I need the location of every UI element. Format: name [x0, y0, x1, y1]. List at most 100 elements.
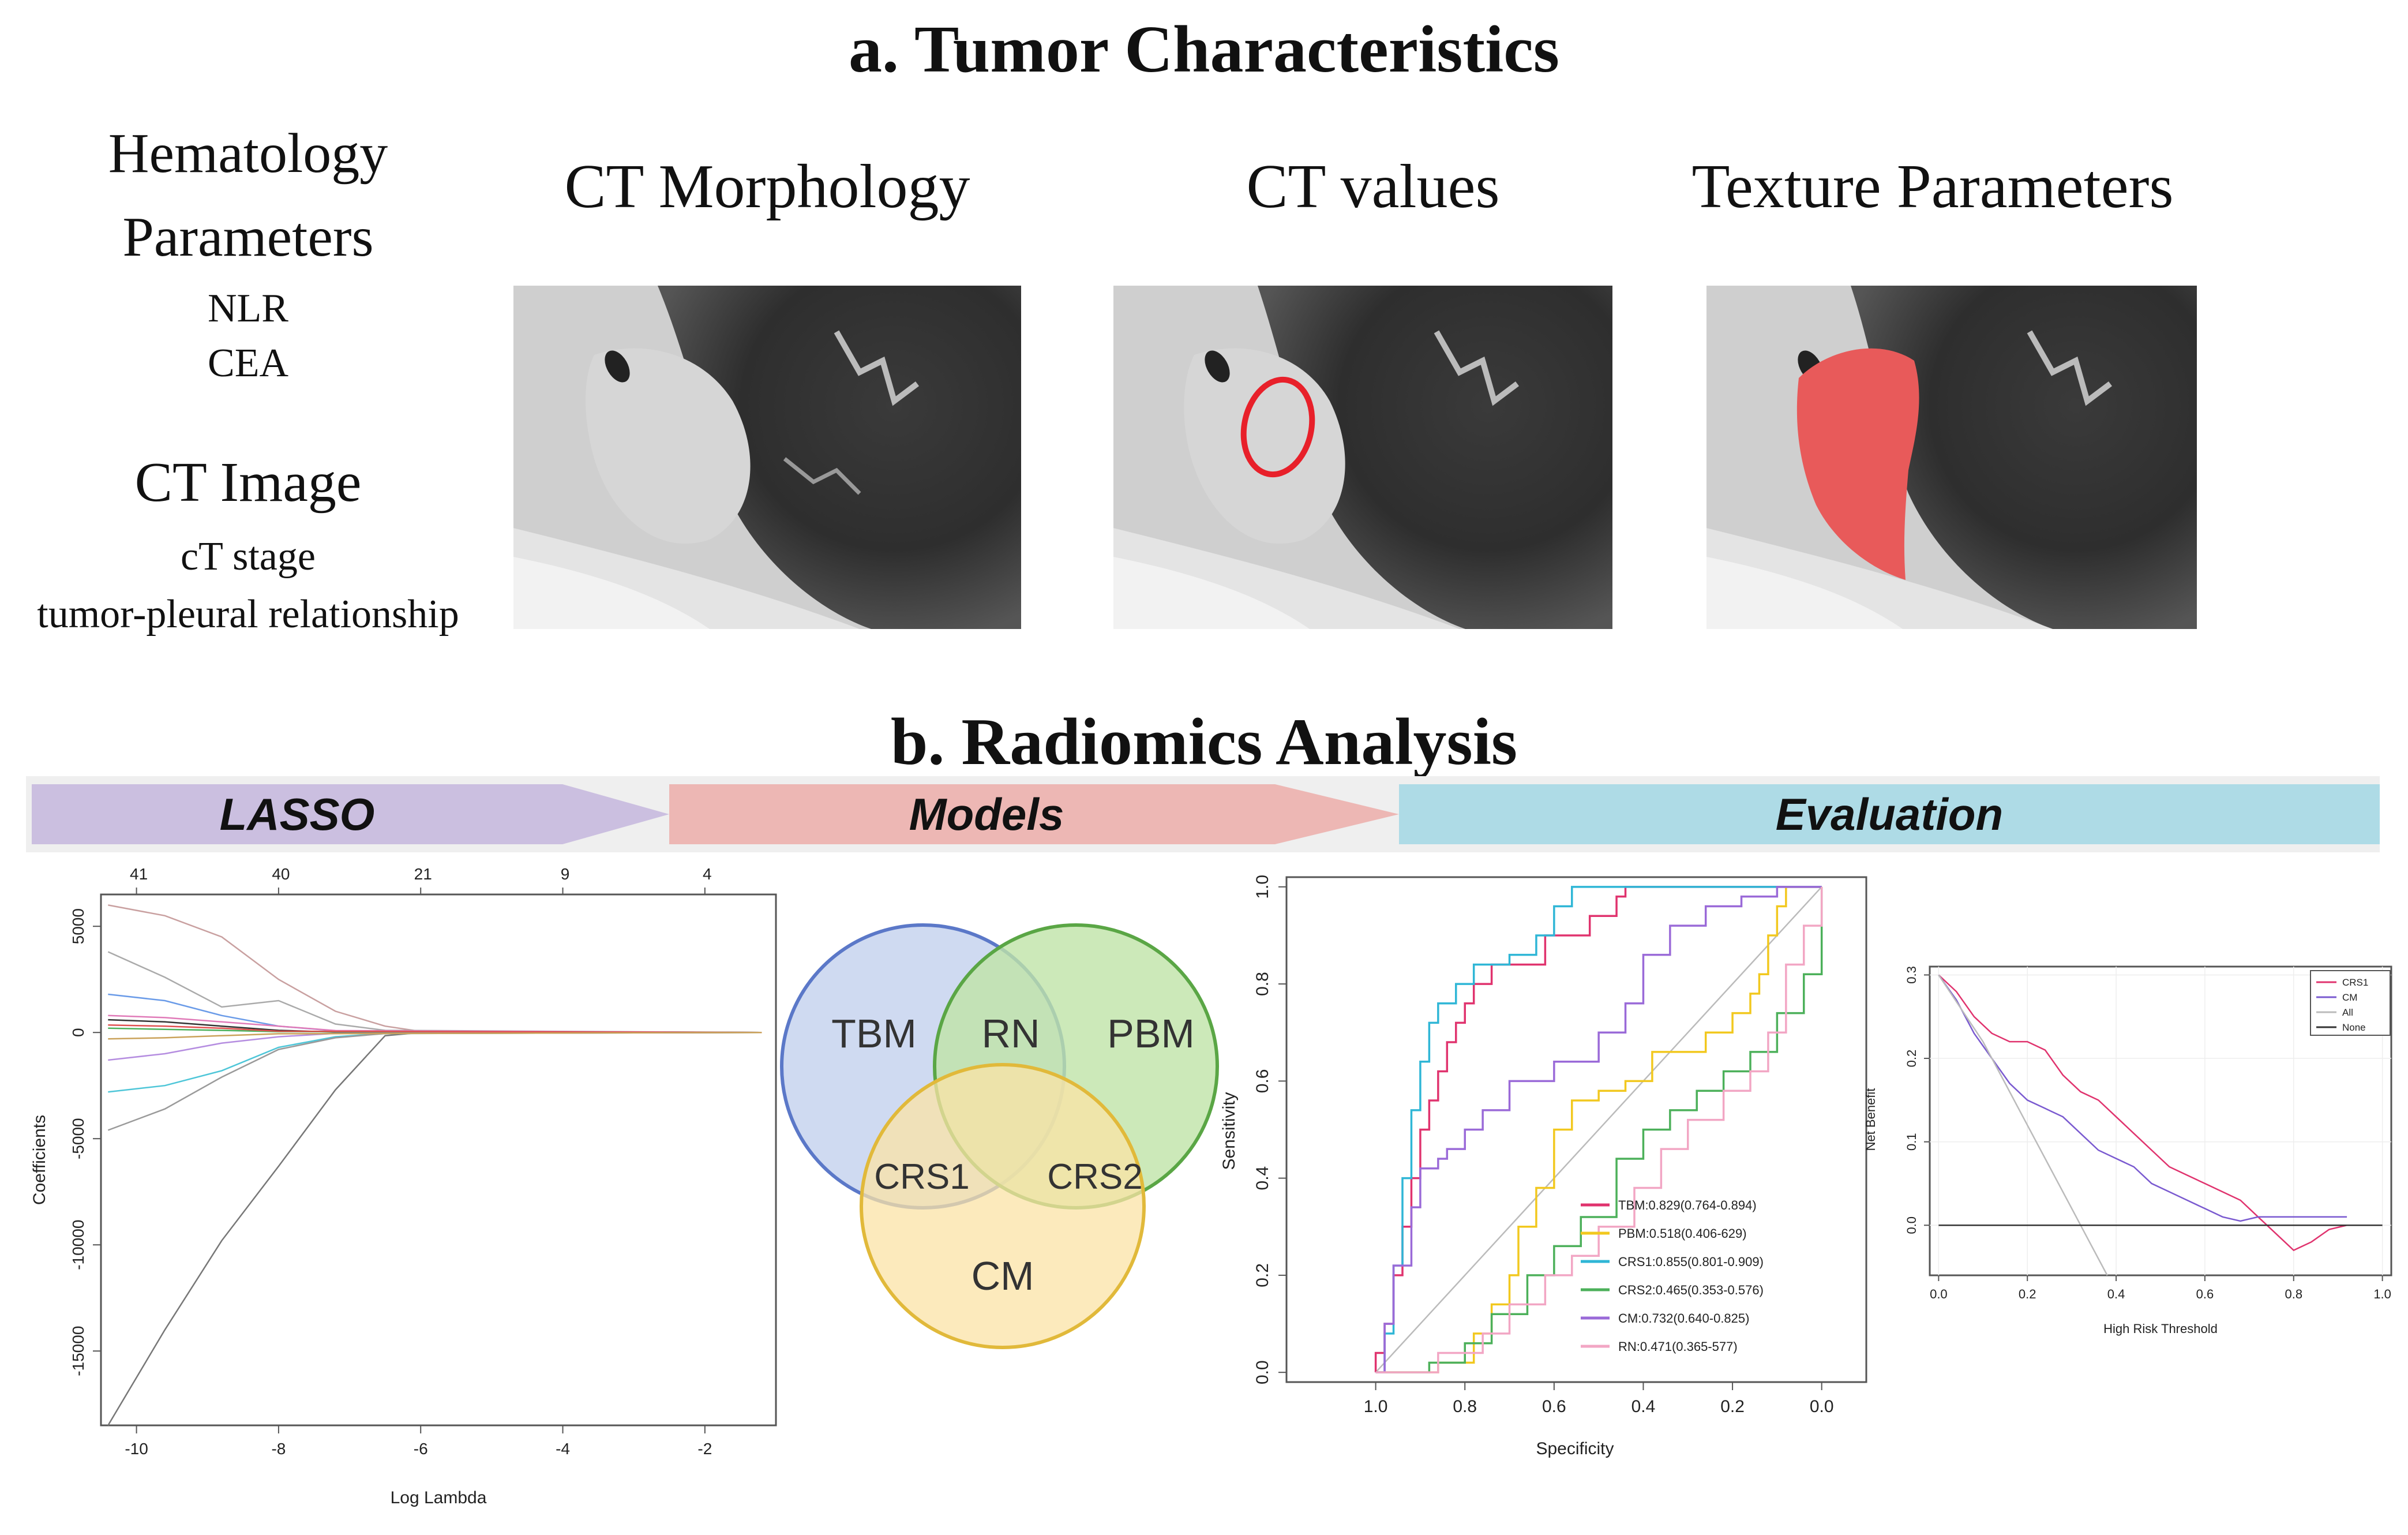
lasso-path-line-0 — [107, 1031, 762, 1426]
section-b-title: b. Radiomics Analysis — [890, 705, 1518, 779]
dca-x-tick-label: 0.6 — [2196, 1287, 2214, 1301]
phase-label-evaluation: Evaluation — [1775, 789, 2004, 840]
ct-scan-texture — [1706, 286, 2197, 632]
ct-scan-ct-values — [1113, 286, 1612, 632]
dca-y-tick-label: 0.2 — [1904, 1050, 1919, 1068]
dca-x-tick-label: 0.2 — [2019, 1287, 2036, 1301]
lasso-top-tick-label: 21 — [414, 865, 432, 883]
roc-legend-label: CRS2:0.465(0.353-0.576) — [1618, 1283, 1764, 1297]
panel-title-texture: Texture Parameters — [1691, 152, 2174, 221]
roc-plot: 1.0 0.8 0.6 0.4 0.2 0.0 0.0 0.2 0.4 0.6 0.8 1.0 TBM… — [1211, 866, 1881, 1480]
ct-image-item-pleural: tumor-pleural relationship — [37, 592, 459, 637]
roc-curve-3 — [1375, 886, 1823, 1373]
venn-label-crs1: CRS1 — [874, 1157, 969, 1197]
roc-x-tick-label: 1.0 — [1364, 1397, 1388, 1416]
decision-curve-chart: 0.0 0.2 0.4 0.6 0.8 1.0 0.0 0.1 0.2 0.3 CRS1 CM All… — [1863, 965, 2392, 1336]
lasso-y-tick-label: -15000 — [69, 1326, 87, 1376]
lasso-y-tick-label: 5000 — [69, 908, 87, 944]
lasso-y-tick-label: 0 — [69, 1028, 87, 1037]
phase-label-lasso: LASSO — [219, 789, 375, 840]
roc-xlabel: Specificity — [1536, 1439, 1614, 1458]
lasso-plot-frame — [100, 893, 777, 1427]
dca-x-tick-label: 1.0 — [2373, 1287, 2391, 1301]
venn-set-cm — [860, 1063, 1146, 1349]
dca-legend-label: None — [2342, 1022, 2366, 1033]
lasso-xlabel: Log Lambda — [391, 1488, 487, 1507]
roc-y-tick-label: 0.2 — [1253, 1263, 1272, 1287]
dca-x-tick-label: 0.8 — [2285, 1287, 2302, 1301]
dca-y-tick-label: 0.0 — [1904, 1216, 1919, 1234]
roc-legend-label: TBM:0.829(0.764-0.894) — [1618, 1198, 1757, 1212]
lasso-y-tick-label: -5000 — [69, 1118, 87, 1159]
roc-ylabel: Sensitivity — [1220, 1092, 1239, 1170]
venn-label-rn: RN — [981, 1011, 1040, 1056]
section-a-title: a. Tumor Characteristics — [849, 13, 1559, 87]
roc-y-tick-label: 0.0 — [1253, 1360, 1272, 1384]
roc-y-tick-label: 0.6 — [1253, 1069, 1272, 1094]
venn-diagram: TBM RN PBM CRS1 CRS2 CM — [773, 912, 1235, 1371]
dca-curve-2 — [1938, 974, 2108, 1276]
dca-legend-label: All — [2342, 1007, 2353, 1018]
roc-y-tick-label: 0.4 — [1253, 1166, 1272, 1190]
roc-legend-label: RN:0.471(0.365-577) — [1618, 1339, 1738, 1354]
ct-scan-morphology — [513, 286, 1021, 632]
dca-plot-frame — [1929, 965, 2392, 1276]
roc-curve-1 — [1375, 886, 1822, 1373]
dca-xlabel: High Risk Threshold — [2103, 1321, 2218, 1336]
roc-curve-5 — [1375, 886, 1823, 1373]
roc-y-tick-label: 1.0 — [1253, 875, 1272, 899]
phase-label-models: Models — [909, 789, 1064, 840]
lasso-path-line-5 — [108, 993, 762, 1034]
venn-label-tbm: TBM — [831, 1011, 917, 1056]
lasso-path-line-10 — [108, 1024, 762, 1034]
lasso-x-tick-label: -2 — [697, 1440, 712, 1458]
hematology-title-line1: Hematology — [108, 122, 388, 185]
roc-curve-4 — [1375, 886, 1822, 1373]
lasso-plot: -10 -8 -6 -4 -2 5000 0 -5000 -10000 -15000 41 40 21 9… — [0, 854, 796, 1535]
dca-y-tick-label: 0.3 — [1904, 966, 1919, 984]
lasso-y-tick-label: -10000 — [69, 1220, 87, 1270]
roc-legend-label: PBM:0.518(0.406-629) — [1618, 1226, 1747, 1241]
dca-x-tick-label: 0.0 — [1930, 1287, 1948, 1301]
panel-title-ct-values: CT values — [1246, 152, 1500, 221]
lasso-x-tick-label: -6 — [414, 1440, 428, 1458]
roc-x-tick-label: 0.4 — [1631, 1397, 1656, 1416]
panel-title-morphology: CT Morphology — [564, 152, 970, 221]
roc-reference-line — [1375, 886, 1822, 1373]
lasso-chart: -10 -8 -6 -4 -2 5000 0 -5000 -10000 -15000 41 40 21 9… — [30, 865, 777, 1507]
roc-legend-label: CM:0.732(0.640-0.825) — [1618, 1311, 1749, 1326]
lasso-path-line-3 — [108, 1031, 762, 1093]
lasso-x-tick-label: -4 — [556, 1440, 570, 1458]
lasso-top-tick-label: 40 — [272, 865, 290, 883]
lasso-path-line-11 — [108, 1031, 762, 1040]
roc-x-tick-label: 0.2 — [1720, 1397, 1745, 1416]
hematology-title-line2: Parameters — [122, 206, 374, 268]
dca-legend-label: CRS1 — [2342, 977, 2368, 988]
roc-legend-label: CRS1:0.855(0.801-0.909) — [1618, 1255, 1764, 1269]
roc-x-tick-label: 0.6 — [1542, 1397, 1566, 1416]
venn-label-pbm: PBM — [1107, 1011, 1195, 1056]
venn-label-cm: CM — [972, 1253, 1034, 1298]
phase-arrow-models — [669, 776, 1402, 852]
lasso-x-tick-label: -8 — [271, 1440, 286, 1458]
dca-y-tick-label: 0.1 — [1904, 1133, 1919, 1151]
roc-y-tick-label: 0.8 — [1253, 972, 1272, 996]
lasso-path-line-1 — [108, 904, 762, 1034]
dca-x-tick-label: 0.4 — [2107, 1287, 2125, 1301]
phase-bar-evaluation — [1399, 776, 2380, 852]
hematology-item-cea: CEA — [208, 341, 288, 385]
decision-curve-plot: 0.0 0.2 0.4 0.6 0.8 1.0 0.0 0.1 0.2 0.3 CRS1 CM All… — [1863, 958, 2406, 1365]
dca-legend-label: CM — [2342, 992, 2357, 1003]
lasso-top-tick-label: 41 — [130, 865, 148, 883]
roc-curve-0 — [1374, 886, 1822, 1373]
dca-curve-0 — [1938, 974, 2347, 1252]
ct-image-title: CT Image — [134, 451, 362, 514]
venn-label-crs2: CRS2 — [1047, 1157, 1142, 1197]
ct-image-item-stage: cT stage — [181, 534, 316, 579]
roc-plot-frame — [1285, 876, 1867, 1383]
phase-arrow-lasso — [32, 776, 672, 852]
lasso-top-tick-label: 4 — [703, 865, 712, 883]
roc-x-tick-label: 0.8 — [1453, 1397, 1477, 1416]
lasso-path-line-4 — [107, 1031, 762, 1131]
hematology-item-nlr: NLR — [208, 286, 288, 331]
